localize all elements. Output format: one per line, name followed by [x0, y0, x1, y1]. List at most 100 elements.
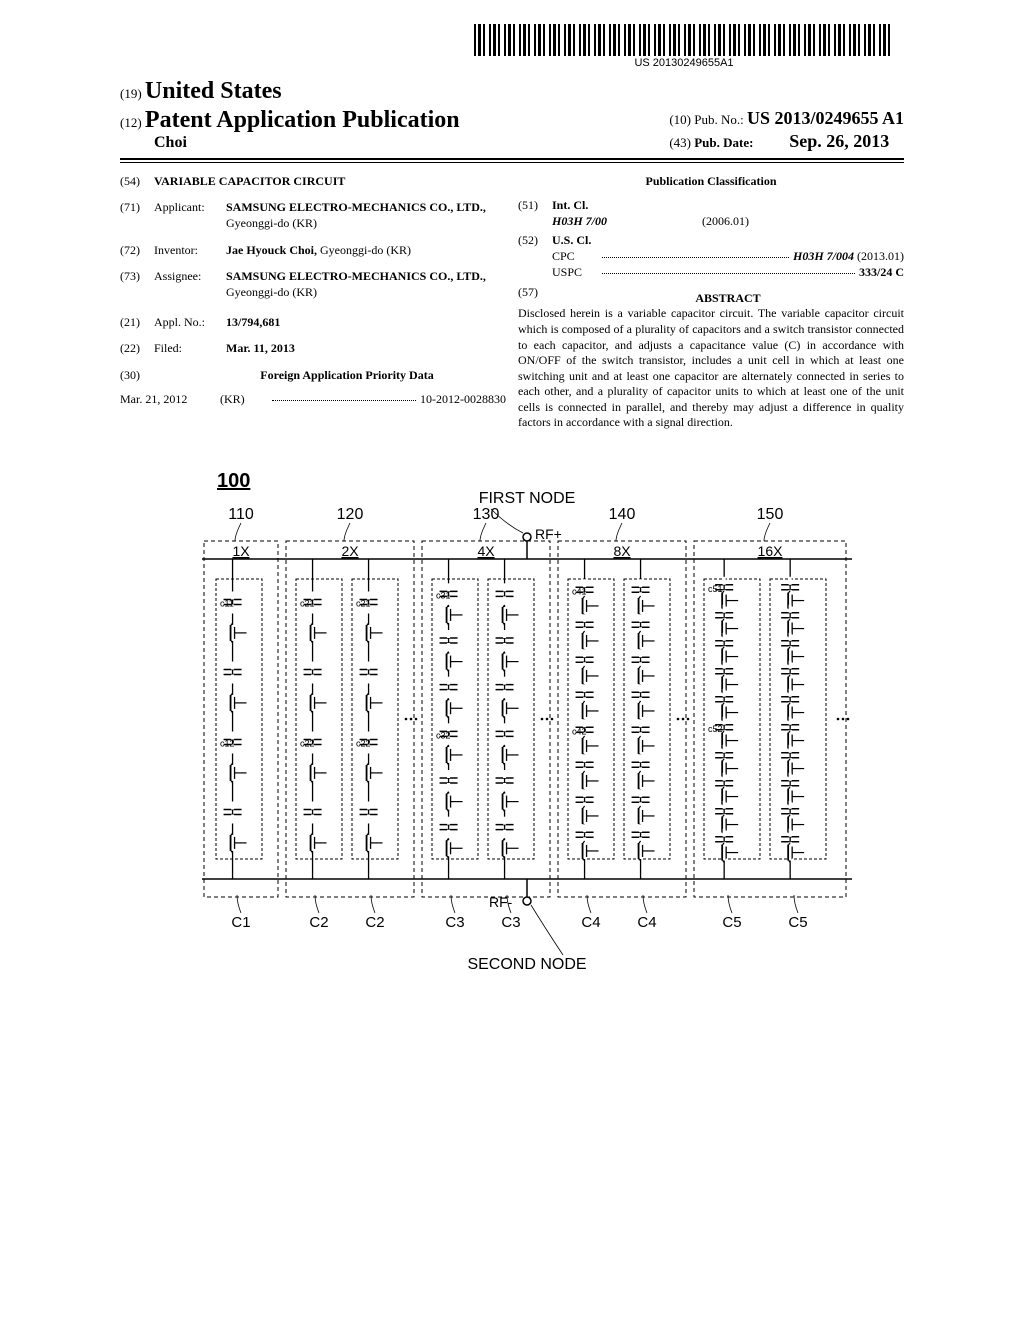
assignee-name: SAMSUNG ELECTRO-MECHANICS CO., LTD.,: [226, 269, 486, 283]
abstract-header-row: (57) ABSTRACT: [518, 284, 904, 306]
uscl-row: (52) U.S. Cl.: [518, 232, 904, 248]
svg-text:C3: C3: [445, 914, 464, 931]
applno-code: (21): [120, 314, 154, 330]
svg-text:c21: c21: [300, 599, 315, 609]
title-code: (54): [120, 173, 154, 189]
assignee-code: (73): [120, 268, 154, 300]
uspc-dots: [602, 264, 855, 274]
svg-text:8X: 8X: [613, 543, 631, 559]
figure-area: 100FIRST NODESECOND NODERF+RF-1101Xc11c1…: [120, 459, 904, 979]
svg-text:C5: C5: [788, 914, 807, 931]
foreign-number: 10-2012-0028830: [420, 391, 506, 407]
filed-value: Mar. 11, 2013: [226, 340, 506, 356]
header-right: (10) Pub. No.: US 2013/0249655 A1 (43) P…: [669, 108, 904, 152]
applno-label: Appl. No.:: [154, 314, 226, 330]
foreign-date: Mar. 21, 2012: [120, 391, 220, 407]
svg-text:c21: c21: [356, 599, 371, 609]
applicant-code: (71): [120, 199, 154, 231]
document-header: (19) United States (12) Patent Applicati…: [120, 78, 904, 152]
svg-text:c12: c12: [220, 739, 235, 749]
country-code: (19): [120, 86, 142, 101]
inventor-value: Jae Hyouck Choi, Gyeonggi-do (KR): [226, 242, 506, 258]
abstract-header: ABSTRACT: [552, 290, 904, 306]
cpc-value: H03H 7/004: [793, 249, 854, 263]
uspc-value: 333/24 C: [859, 264, 904, 280]
foreign-dots: [272, 391, 416, 401]
rule-thick: [120, 158, 904, 160]
svg-text:c11: c11: [220, 599, 234, 609]
svg-text:C4: C4: [637, 914, 656, 931]
svg-text:4X: 4X: [477, 543, 495, 559]
title-value: VARIABLE CAPACITOR CIRCUIT: [154, 173, 506, 189]
assignee-row: (73) Assignee: SAMSUNG ELECTRO-MECHANICS…: [120, 268, 506, 300]
svg-text:SECOND NODE: SECOND NODE: [467, 956, 586, 973]
foreign-priority-row: Mar. 21, 2012 (KR) 10-2012-0028830: [120, 391, 506, 407]
svg-text:100: 100: [217, 470, 250, 492]
abstract-code: (57): [518, 284, 552, 306]
pubdate-label: Pub. Date:: [694, 135, 753, 150]
rule-thin: [120, 162, 904, 163]
svg-text:RF+: RF+: [535, 526, 562, 542]
svg-text:C5: C5: [722, 914, 741, 931]
assignee-value: SAMSUNG ELECTRO-MECHANICS CO., LTD., Gye…: [226, 268, 506, 300]
svg-text:c52: c52: [708, 724, 723, 734]
applicant-loc: Gyeonggi-do (KR): [226, 216, 317, 230]
svg-text:c41: c41: [572, 586, 587, 596]
svg-text:C4: C4: [581, 914, 600, 931]
filed-label: Filed:: [154, 340, 226, 356]
inventor-row: (72) Inventor: Jae Hyouck Choi, Gyeonggi…: [120, 242, 506, 258]
barcode: US 20130249655A1: [474, 24, 894, 64]
pubnum-code: (10): [669, 112, 691, 127]
pubnum-label: Pub. No.:: [694, 112, 743, 127]
intcl-code: (51): [518, 197, 552, 213]
svg-text:C2: C2: [365, 914, 384, 931]
figure-svg: 100FIRST NODESECOND NODERF+RF-1101Xc11c1…: [132, 459, 892, 979]
pub-code: (12): [120, 115, 142, 130]
svg-text:C2: C2: [309, 914, 328, 931]
filed-row: (22) Filed: Mar. 11, 2013: [120, 340, 506, 356]
foreign-header: Foreign Application Priority Data: [154, 367, 506, 383]
pub-class-header: Publication Classification: [518, 173, 904, 189]
left-column: (54) VARIABLE CAPACITOR CIRCUIT (71) App…: [120, 173, 506, 431]
inventor-code: (72): [120, 242, 154, 258]
country-name: United States: [145, 78, 282, 104]
cpc-row: CPC H03H 7/004 (2013.01): [518, 248, 904, 264]
svg-text:140: 140: [609, 506, 636, 523]
svg-text:c32: c32: [436, 730, 451, 740]
inventor-name: Jae Hyouck Choi,: [226, 243, 317, 257]
foreign-header-code: (30): [120, 367, 154, 383]
intcl-label: Int. Cl.: [552, 197, 588, 213]
svg-text:130: 130: [473, 506, 500, 523]
intcl-main: H03H 7/00: [552, 213, 702, 229]
svg-text:c31: c31: [436, 590, 451, 600]
assignee-label: Assignee:: [154, 268, 226, 300]
svg-text:150: 150: [757, 506, 784, 523]
applno-value: 13/794,681: [226, 314, 506, 330]
intcl-row: (51) Int. Cl.: [518, 197, 904, 213]
cpc-label: CPC: [552, 248, 598, 264]
svg-text:C1: C1: [231, 914, 250, 931]
foreign-country: (KR): [220, 391, 268, 407]
filed-code: (22): [120, 340, 154, 356]
svg-text:16X: 16X: [758, 543, 784, 559]
uscl-label: U.S. Cl.: [552, 232, 591, 248]
abstract-text: Disclosed herein is a variable capacitor…: [518, 306, 904, 431]
uspc-row: USPC 333/24 C: [518, 264, 904, 280]
cpc-year: (2013.01): [857, 249, 904, 263]
applicant-label: Applicant:: [154, 199, 226, 231]
intcl-main-row: H03H 7/00 (2006.01): [518, 213, 904, 229]
assignee-loc: Gyeonggi-do (KR): [226, 285, 317, 299]
body-columns: (54) VARIABLE CAPACITOR CIRCUIT (71) App…: [120, 173, 904, 431]
svg-text:c22: c22: [300, 739, 315, 749]
barcode-bars: [474, 24, 894, 56]
svg-text:c51: c51: [708, 584, 723, 594]
pubdate-value: Sep. 26, 2013: [789, 131, 889, 151]
svg-text:120: 120: [337, 506, 364, 523]
uscl-code: (52): [518, 232, 552, 248]
inventor-loc: Gyeonggi-do (KR): [320, 243, 411, 257]
pubnum-value: US 2013/0249655 A1: [747, 108, 904, 128]
barcode-text: US 20130249655A1: [474, 57, 894, 69]
header-inventor-surname: Choi: [154, 134, 460, 152]
applicant-row: (71) Applicant: SAMSUNG ELECTRO-MECHANIC…: [120, 199, 506, 231]
header-left: (19) United States (12) Patent Applicati…: [120, 78, 460, 152]
